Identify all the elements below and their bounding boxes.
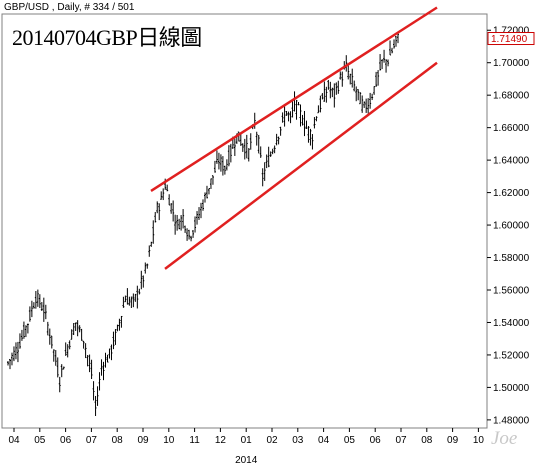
watermark: Joe — [491, 428, 518, 449]
y-tick-label: 1.68000 — [493, 91, 530, 102]
channel-line-upper — [150, 6, 438, 193]
x-tick-label: 06 — [370, 435, 382, 446]
x-tick-label: 05 — [344, 435, 356, 446]
chart-title: 20140704GBP日線圖 — [12, 25, 202, 50]
x-tick-label: 03 — [292, 435, 304, 446]
x-tick-label: 10 — [163, 435, 175, 446]
x-tick-label: 12 — [215, 435, 227, 446]
x-tick-label: 11 — [189, 435, 200, 446]
y-tick-label: 1.62000 — [493, 188, 530, 199]
y-tick-label: 1.64000 — [493, 156, 530, 167]
symbol-header: GBP/USD , Daily, # 334 / 501 — [4, 2, 135, 13]
x-tick-label: 06 — [60, 435, 72, 446]
x-tick-label: 08 — [112, 435, 124, 446]
x-tick-label: 09 — [447, 435, 459, 446]
plot-frame — [1, 13, 488, 429]
x-tick-label: 09 — [137, 435, 149, 446]
y-tick-label: 1.66000 — [493, 123, 530, 134]
last-price-box — [487, 32, 535, 46]
x-tick-label: 10 — [473, 435, 485, 446]
x-tick-label: 05 — [34, 435, 46, 446]
channel-line-lower — [164, 61, 438, 270]
x-year-label: 2014 — [235, 455, 258, 466]
last-price-label: 1.71490 — [491, 34, 528, 45]
x-tick-label: 04 — [8, 435, 20, 446]
y-tick-label: 1.50000 — [493, 383, 530, 394]
x-tick-label: 04 — [318, 435, 330, 446]
y-tick-label: 1.58000 — [493, 253, 530, 264]
y-tick-label: 1.60000 — [493, 221, 530, 232]
x-tick-label: 01 — [241, 435, 253, 446]
x-tick-label: 07 — [395, 435, 407, 446]
y-tick-label: 1.72000 — [493, 26, 530, 37]
y-tick-label: 1.70000 — [493, 58, 530, 69]
x-tick-label: 07 — [86, 435, 98, 446]
y-tick-label: 1.56000 — [493, 286, 530, 297]
x-tick-label: 08 — [421, 435, 433, 446]
y-tick-label: 1.54000 — [493, 318, 530, 329]
y-tick-label: 1.48000 — [493, 415, 530, 426]
y-tick-label: 1.52000 — [493, 350, 530, 361]
x-tick-label: 02 — [266, 435, 278, 446]
